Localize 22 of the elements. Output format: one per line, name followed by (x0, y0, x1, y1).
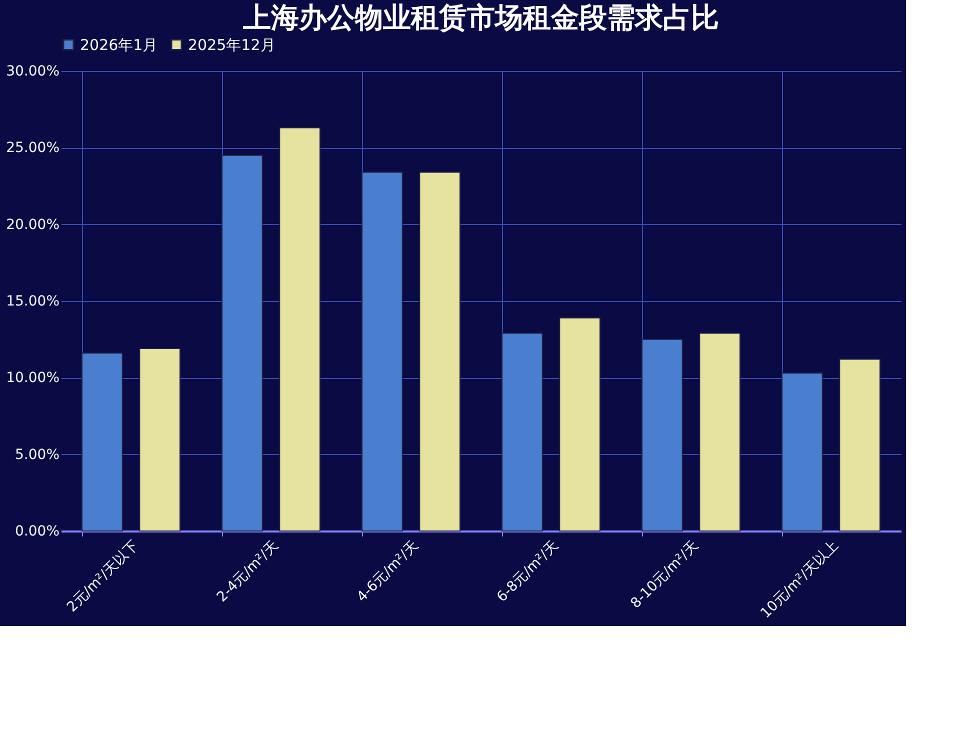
legend-label: 2026年1月 (80, 36, 158, 54)
bar (559, 317, 600, 532)
bar (642, 338, 683, 532)
y-tick-label: 15.00% (6, 294, 60, 310)
bar (82, 352, 123, 532)
bar (362, 172, 403, 532)
y-tick-label: 25.00% (6, 140, 60, 156)
y-tick-label: 0.00% (15, 524, 60, 540)
bar (839, 358, 880, 532)
bar (279, 127, 320, 532)
legend-label: 2025年12月 (188, 36, 276, 54)
y-tick-label: 10.00% (6, 370, 60, 386)
bar (139, 348, 180, 532)
y-tick-label: 20.00% (6, 216, 60, 233)
chart-title: 上海办公物业租赁市场租金段需求占比 (242, 1, 719, 34)
bar (419, 172, 460, 532)
bar (222, 154, 263, 532)
bar (699, 332, 740, 532)
y-tick-label: 5.00% (15, 446, 60, 463)
y-tick-label: 30.00% (6, 64, 60, 80)
bar (502, 332, 543, 532)
bar (782, 372, 823, 532)
